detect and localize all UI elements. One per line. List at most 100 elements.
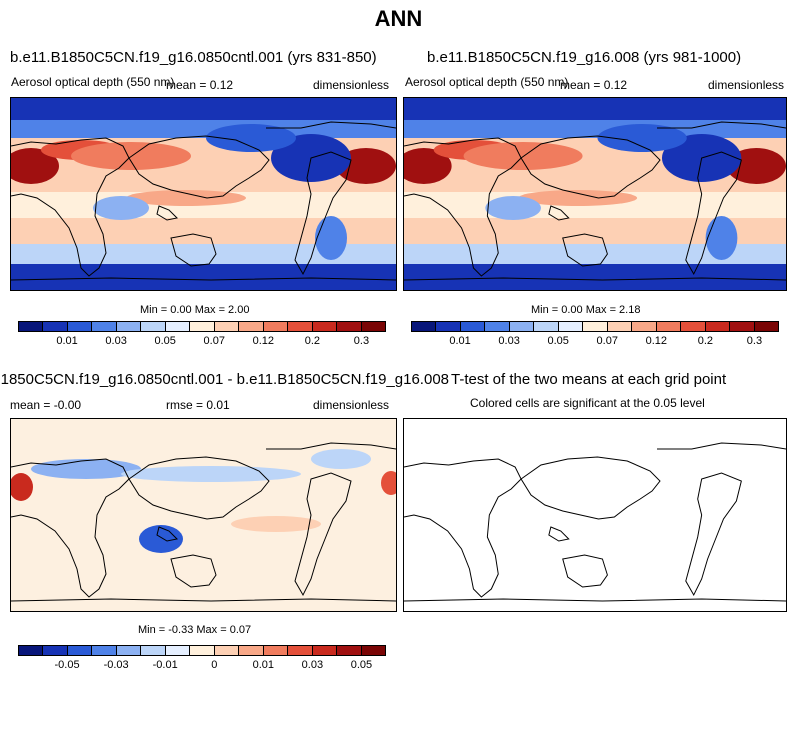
panel-3-rmse: rmse = 0.01 bbox=[166, 398, 230, 412]
panel-3-colorbar bbox=[18, 645, 386, 656]
aod-feature bbox=[206, 124, 296, 152]
panel-3-map bbox=[10, 418, 397, 612]
colorbar-swatch bbox=[165, 646, 191, 655]
colorbar-swatch bbox=[67, 322, 93, 331]
diff-feature bbox=[121, 466, 301, 482]
colorbar-tick-label: 0.3 bbox=[746, 335, 763, 347]
colorbar-tick-label: -0.01 bbox=[152, 659, 178, 671]
colorbar-swatch bbox=[116, 646, 142, 655]
coastline bbox=[548, 205, 570, 221]
coastline bbox=[128, 135, 270, 199]
colorbar-swatch bbox=[412, 322, 437, 331]
colorbar-swatch bbox=[288, 646, 313, 655]
aod-band bbox=[11, 120, 396, 138]
panel-2-title: b.e11.B1850C5CN.f19_g16.008 (yrs 981-100… bbox=[427, 49, 742, 66]
colorbar-swatch bbox=[534, 322, 559, 331]
aod-feature bbox=[11, 148, 59, 184]
coastline bbox=[11, 458, 130, 598]
panel-3-title: b.e11.B1850C5CN.f19_g16.0850cntl.001 - b… bbox=[0, 371, 449, 388]
colorbar-swatch bbox=[361, 646, 386, 655]
coastline bbox=[404, 137, 522, 277]
panel-1-colorbar bbox=[18, 321, 386, 332]
panel-4-title: T-test of the two means at each grid poi… bbox=[451, 371, 727, 388]
colorbar-swatch bbox=[509, 322, 535, 331]
aod-feature bbox=[726, 148, 786, 184]
diff-feature bbox=[311, 449, 371, 469]
coastline bbox=[170, 554, 217, 588]
colorbar-tick-label: 0.03 bbox=[498, 335, 520, 347]
colorbar-swatch bbox=[656, 322, 682, 331]
colorbar-tick-label: 0.07 bbox=[596, 335, 618, 347]
colorbar-swatch bbox=[312, 322, 338, 331]
colorbar-tick-label: 0.05 bbox=[350, 659, 373, 671]
colorbar-swatch bbox=[19, 322, 44, 331]
colorbar-swatch bbox=[288, 322, 313, 331]
panel-2-min-max: Min = 0.00 Max = 2.18 bbox=[531, 304, 641, 316]
coastline bbox=[404, 598, 786, 602]
colorbar-swatch bbox=[43, 646, 68, 655]
diff-feature bbox=[381, 471, 396, 495]
colorbar-swatch bbox=[190, 646, 215, 655]
aod-feature bbox=[93, 196, 149, 220]
colorbar-tick-label: 0 bbox=[211, 659, 218, 671]
aod-feature bbox=[705, 216, 738, 260]
colorbar-tick-label: 0.07 bbox=[203, 335, 225, 347]
aod-feature bbox=[404, 148, 452, 184]
diff-feature bbox=[231, 516, 321, 532]
colorbar-tick-label: -0.05 bbox=[54, 659, 80, 671]
colorbar-swatch bbox=[43, 322, 68, 331]
aod-band bbox=[404, 244, 786, 264]
colorbar-swatch bbox=[214, 646, 240, 655]
colorbar-swatch bbox=[92, 646, 117, 655]
panel-1-map bbox=[10, 97, 397, 291]
colorbar-tick-label: 0.3 bbox=[353, 335, 370, 347]
panel-3-min-max: Min = -0.33 Max = 0.07 bbox=[138, 624, 252, 636]
figure-title: ANN bbox=[374, 6, 423, 31]
panel-2-map bbox=[403, 97, 787, 291]
colorbar-swatch bbox=[632, 322, 657, 331]
colorbar-swatch bbox=[312, 646, 338, 655]
colorbar-swatch bbox=[681, 322, 706, 331]
aod-band bbox=[404, 98, 786, 120]
coastline bbox=[548, 526, 570, 542]
panel-3-mean: mean = -0.00 bbox=[10, 398, 82, 412]
aod-band bbox=[404, 264, 786, 290]
colorbar-swatch bbox=[67, 646, 93, 655]
coastline bbox=[657, 442, 786, 450]
colorbar-swatch bbox=[337, 322, 362, 331]
colorbar-swatch bbox=[239, 322, 264, 331]
panel-1-title: b.e11.B1850C5CN.f19_g16.0850cntl.001 (yr… bbox=[10, 49, 377, 66]
colorbar-swatch bbox=[19, 646, 44, 655]
panel-1-units: dimensionless bbox=[313, 78, 390, 92]
colorbar-swatch bbox=[754, 322, 779, 331]
aod-band bbox=[11, 264, 396, 290]
coastline bbox=[520, 456, 661, 520]
colorbar-swatch bbox=[607, 322, 633, 331]
colorbar-tick-label: 0.2 bbox=[304, 335, 321, 347]
colorbar-tick-label: 0.03 bbox=[301, 659, 324, 671]
coastline bbox=[562, 554, 608, 588]
aod-band bbox=[11, 98, 396, 120]
aod-feature bbox=[485, 196, 541, 220]
coastline bbox=[685, 472, 742, 597]
colorbar-swatch bbox=[92, 322, 117, 331]
panel-4-map bbox=[403, 418, 787, 612]
coastline bbox=[685, 151, 742, 276]
coastline bbox=[170, 233, 217, 267]
colorbar-swatch bbox=[141, 322, 166, 331]
colorbar-swatch bbox=[361, 322, 386, 331]
panel-1-mean: mean = 0.12 bbox=[166, 78, 234, 92]
colorbar-swatch bbox=[239, 646, 264, 655]
colorbar-tick-label: 0.12 bbox=[645, 335, 668, 347]
colorbar-swatch bbox=[705, 322, 731, 331]
aod-band bbox=[404, 120, 786, 138]
aod-band bbox=[11, 244, 396, 264]
aod-feature bbox=[315, 216, 347, 260]
panel-2-variable: Aerosol optical depth (550 nm) bbox=[405, 75, 569, 89]
colorbar-tick-label: 0.03 bbox=[105, 335, 127, 347]
colorbar-tick-label: -0.03 bbox=[103, 659, 129, 671]
diff-feature bbox=[139, 525, 183, 553]
colorbar-swatch bbox=[337, 646, 362, 655]
panel-2-mean: mean = 0.12 bbox=[560, 78, 628, 92]
colorbar-swatch bbox=[485, 322, 510, 331]
